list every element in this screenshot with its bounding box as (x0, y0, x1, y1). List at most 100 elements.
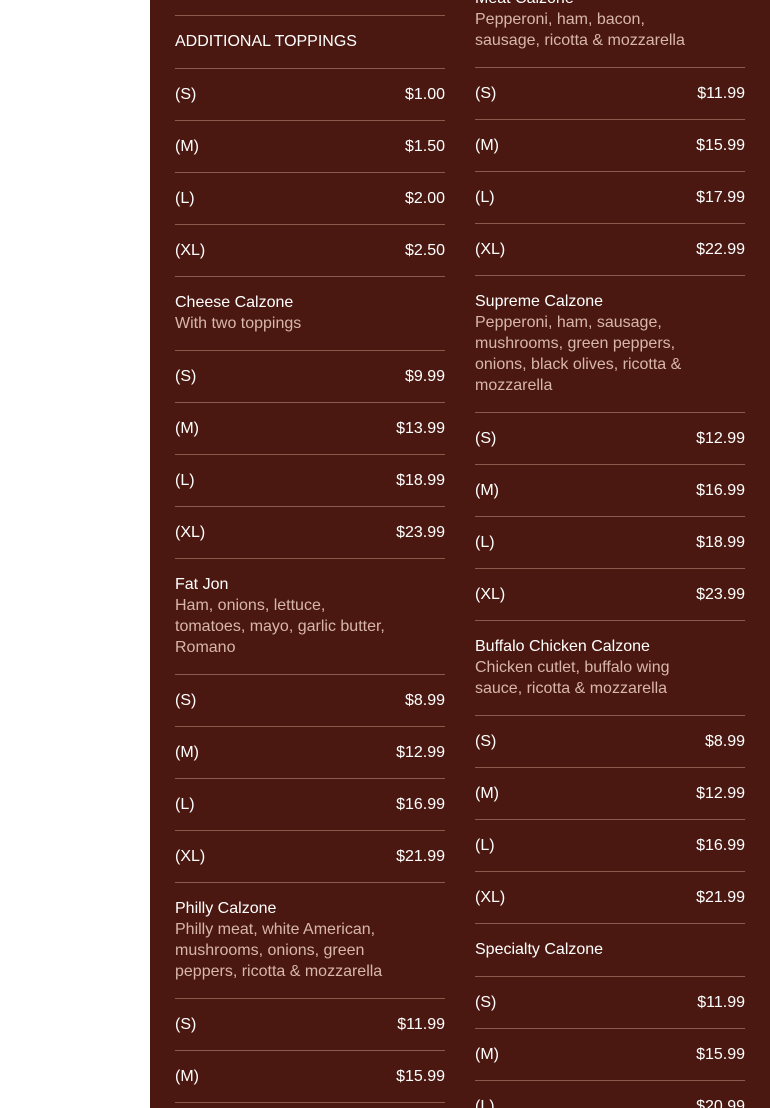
price-row: (M) $12.99 (475, 768, 745, 820)
price-label: $1.00 (404, 85, 445, 103)
price-label: $21.99 (396, 847, 445, 865)
price-row: (L) $20.99 (475, 1081, 745, 1108)
price-label: $16.99 (696, 481, 745, 499)
size-label: (S) (175, 367, 197, 385)
size-label: (XL) (475, 888, 506, 906)
size-label: (XL) (175, 241, 206, 259)
price-label: $15.99 (396, 1067, 445, 1085)
section-header: ADDITIONAL TOPPINGS (175, 16, 445, 69)
price-row: (XL) $21.99 (175, 831, 445, 883)
price-row: (XL) $22.99 (475, 224, 745, 276)
size-label: (S) (475, 429, 497, 447)
price-label: $11.99 (397, 1015, 445, 1033)
price-row: (L) $18.99 (175, 455, 445, 507)
size-label: (L) (175, 795, 195, 813)
price-row: (XL) $21.99 (475, 872, 745, 924)
size-label: (L) (175, 471, 195, 489)
section-title: Buffalo Chicken Calzone (475, 638, 650, 655)
price-label: $11.99 (697, 993, 745, 1011)
price-label: $17.99 (696, 188, 745, 206)
price-label: $12.99 (396, 743, 445, 761)
price-row: (M) $15.99 (175, 1051, 445, 1103)
size-label: (S) (175, 1015, 197, 1033)
price-row: (M) $13.99 (175, 403, 445, 455)
price-label: $2.50 (404, 241, 445, 259)
size-label: (L) (475, 836, 495, 854)
size-label: (L) (475, 533, 495, 551)
size-label: (L) (475, 1097, 495, 1108)
price-label: $23.99 (396, 523, 445, 541)
price-row: (L) $18.99 (475, 517, 745, 569)
price-row: (M) $12.99 (175, 727, 445, 779)
size-label: (M) (475, 136, 499, 154)
size-label: (M) (175, 419, 199, 437)
section-description: Philly meat, white American, mushrooms, … (175, 921, 383, 980)
size-label: (S) (175, 691, 197, 709)
price-label: $12.99 (696, 784, 745, 802)
price-label: $20.99 (696, 1097, 745, 1108)
size-label: (XL) (475, 240, 506, 258)
size-label: (S) (475, 84, 497, 102)
size-label: (S) (475, 732, 497, 750)
price-row: (XL) $23.99 (475, 569, 745, 621)
price-label: $21.99 (696, 888, 745, 906)
section-title: Cheese Calzone (175, 294, 294, 311)
size-label: (M) (475, 481, 499, 499)
section-description: Chicken cutlet, buffalo wing sauce, rico… (475, 659, 670, 697)
section-description: With two toppings (175, 315, 302, 332)
price-row: (L) $16.99 (475, 820, 745, 872)
price-label: $23.99 (696, 585, 745, 603)
size-label: (M) (175, 137, 199, 155)
section-description: Pepperoni, ham, sausage, mushrooms, gree… (475, 314, 682, 394)
size-label: (M) (475, 784, 499, 802)
price-row: (S) $11.99 (475, 68, 745, 120)
section-description: Ham, onions, lettuce, tomatoes, mayo, ga… (175, 597, 385, 656)
section-description: Pepperoni, ham, bacon, sausage, ricotta … (475, 11, 685, 49)
section-header: Supreme Calzone Pepperoni, ham, sausage, … (475, 276, 745, 413)
price-row: (S) $11.99 (175, 999, 445, 1051)
size-label: (L) (475, 188, 495, 206)
section-header: Specialty Calzone (475, 924, 745, 977)
section-title: Specialty Calzone (475, 941, 604, 958)
section-title: Philly Calzone (175, 900, 277, 917)
size-label: (M) (175, 1067, 199, 1085)
price-row: (S) $8.99 (475, 716, 745, 768)
price-label: $8.99 (404, 691, 445, 709)
price-label: $15.99 (696, 1045, 745, 1063)
price-label: $13.99 (396, 419, 445, 437)
size-label: (XL) (175, 847, 206, 865)
section-header: Buffalo Chicken Calzone Chicken cutlet, b… (475, 621, 745, 716)
price-label: $16.99 (396, 795, 445, 813)
price-row: (S) $12.99 (475, 413, 745, 465)
section-title: Supreme Calzone (475, 293, 604, 310)
section-header: Philly Calzone Philly meat, white America… (175, 883, 445, 999)
price-label: $1.50 (404, 137, 445, 155)
size-label: (XL) (475, 585, 506, 603)
menu-column: ADDITIONAL TOPPINGS (S) $1.00 (M) $1.50 (L) $2… (175, 15, 445, 1103)
price-label: $18.99 (396, 471, 445, 489)
price-row: (XL) $23.99 (175, 507, 445, 559)
section-title: ADDITIONAL TOPPINGS (175, 33, 357, 50)
price-row: (L) $16.99 (175, 779, 445, 831)
price-row: (S) $11.99 (475, 977, 745, 1029)
section-title: Meat Calzone (475, 0, 745, 9)
section-header: Meat Calzone Pepperoni, ham, bacon, sausa… (475, 0, 745, 68)
price-row: (M) $15.99 (475, 1029, 745, 1081)
price-row: (M) $15.99 (475, 120, 745, 172)
price-label: $22.99 (696, 240, 745, 258)
price-label: $8.99 (704, 732, 745, 750)
price-label: $11.99 (697, 84, 745, 102)
price-row: (S) $1.00 (175, 69, 445, 121)
menu-column: Meat Calzone Pepperoni, ham, bacon, sausa… (475, 0, 745, 1108)
size-label: (M) (475, 1045, 499, 1063)
price-row: (S) $9.99 (175, 351, 445, 403)
price-label: $16.99 (696, 836, 745, 854)
size-label: (M) (175, 743, 199, 761)
section-header: Fat Jon Ham, onions, lettuce, tomatoes, m… (175, 559, 445, 675)
price-row: (XL) $2.50 (175, 225, 445, 277)
menu-panel: ADDITIONAL TOPPINGS (S) $1.00 (M) $1.50 (L) $2… (150, 0, 770, 1108)
size-label: (S) (475, 993, 497, 1011)
price-label: $12.99 (696, 429, 745, 447)
size-label: (S) (175, 85, 197, 103)
